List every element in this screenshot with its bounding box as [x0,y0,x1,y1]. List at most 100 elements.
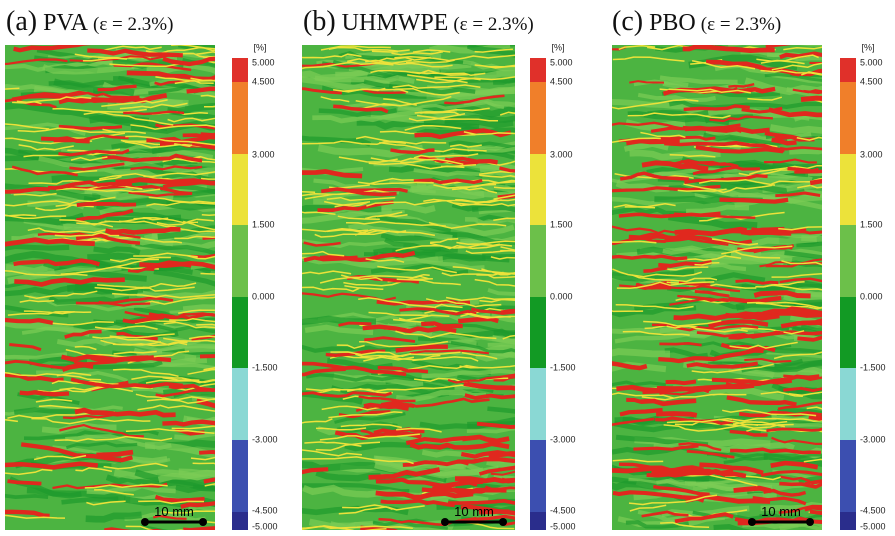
strain-texture [302,61,394,70]
strain-texture [412,49,451,53]
strain-texture [784,250,822,260]
strain-texture [5,214,67,220]
strain-texture [677,294,736,303]
strain-texture [373,247,486,262]
strain-texture [456,240,515,245]
colorbar-tick-label: 1.500 [550,219,573,229]
strain-texture [809,509,822,515]
colorbar-tick-label: 0.000 [252,291,275,301]
strain-texture [698,178,776,186]
strain-texture [11,94,103,104]
strain-texture [187,368,215,375]
colorbar-tick-label: 1.500 [860,219,883,229]
strain-texture [152,514,187,520]
strain-texture [677,188,727,192]
strain-texture [779,51,822,60]
strain-texture [619,284,741,293]
strain-texture [130,165,203,171]
colorbar-segment [530,512,546,530]
strain-texture [664,140,785,153]
strain-texture [83,111,174,126]
strain-texture [463,131,515,136]
strain-texture [5,493,49,499]
strain-texture [612,98,699,110]
strain-texture [618,45,656,51]
strain-texture [155,76,214,85]
strain-texture [800,324,822,332]
strain-texture [365,59,453,68]
strain-texture [84,483,168,489]
strain-texture [612,480,694,493]
strain-texture [441,271,504,277]
strain-texture [479,170,515,175]
strain-texture [167,117,215,123]
strain-texture [669,154,716,158]
strain-texture [493,77,515,85]
strain-texture [192,462,215,465]
strain-texture [656,385,707,393]
colorbar-tick-label: 3.000 [550,149,573,159]
strain-texture [674,512,734,524]
strain-texture [612,380,667,387]
strain-texture [741,106,783,114]
strain-texture [347,58,412,65]
strain-texture [696,330,784,339]
strain-texture [683,104,750,112]
strain-texture [318,108,398,118]
strain-level: (ε = 2.3%) [93,14,173,35]
strain-texture [5,196,116,207]
strain-texture [321,405,384,411]
strain-texture [448,140,515,149]
strain-texture [60,258,159,276]
colorbar-segment [232,225,248,297]
strain-texture [460,450,515,459]
strain-texture [112,292,215,299]
strain-texture [763,158,817,164]
strain-texture [627,110,730,126]
strain-texture [109,256,171,263]
strain-texture [7,311,92,316]
strain-texture [168,109,215,121]
strain-texture [174,383,215,391]
strain-texture [364,336,416,343]
strain-texture [668,88,751,94]
strain-texture [191,141,215,148]
strain-texture [330,351,412,358]
strain-texture [5,514,66,519]
strain-texture [461,351,498,360]
strain-texture [627,112,731,119]
strain-texture [413,168,515,179]
strain-texture [133,306,215,324]
strain-texture [20,442,133,463]
strain-texture [182,220,215,231]
strain-texture [735,299,822,311]
strain-texture [169,309,215,316]
strain-texture [86,483,176,495]
colorbar-segment [232,512,248,530]
strain-texture [174,79,215,85]
strain-texture [109,333,175,339]
strain-texture [187,254,215,260]
strain-texture [53,78,135,97]
strain-texture [141,296,215,305]
strain-texture [137,404,215,412]
strain-texture [457,316,499,324]
strain-texture [800,95,822,102]
strain-texture [135,393,215,401]
colorbar-segment [840,297,856,368]
strain-texture [753,290,811,299]
strain-texture [449,144,482,148]
strain-texture [104,217,199,224]
strain-texture [695,145,784,154]
strain-texture [459,365,515,369]
strain-texture [148,312,215,320]
colorbar-tick-label: -1.500 [860,362,886,372]
strain-texture [730,447,821,455]
strain-texture [200,177,215,180]
strain-texture [405,435,467,446]
strain-texture [641,160,709,172]
colorbar-segment [530,154,546,225]
strain-texture [444,94,505,105]
strain-texture [674,226,748,237]
strain-texture [691,60,756,70]
